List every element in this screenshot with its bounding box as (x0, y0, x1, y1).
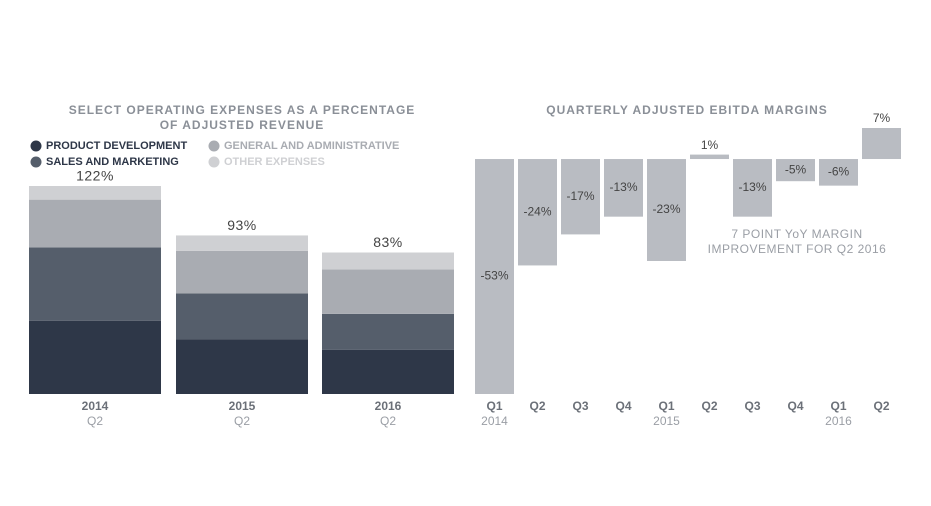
bar (819, 159, 858, 186)
x-tick-sublabel: 2015 (653, 414, 680, 428)
total-label: 122% (76, 168, 114, 184)
bar-segment (176, 250, 308, 294)
bar (475, 159, 514, 394)
bar (690, 154, 729, 160)
bar (647, 159, 686, 261)
bar-segment (322, 252, 454, 270)
value-label: -17% (566, 189, 594, 203)
x-tick-label: Q1 (658, 399, 674, 413)
bar (733, 159, 772, 217)
value-label: 7% (873, 111, 891, 125)
chart-title: QUARTERLY ADJUSTED EBITDA MARGINS (546, 103, 827, 117)
x-tick-sublabel: Q2 (234, 414, 250, 428)
annotation: IMPROVEMENT FOR Q2 2016 (708, 242, 887, 256)
x-tick-sublabel: Q2 (87, 414, 103, 428)
x-tick-sublabel: Q2 (380, 414, 396, 428)
legend-swatch (208, 140, 220, 152)
legend-label: PRODUCT DEVELOPMENT (46, 140, 187, 152)
x-tick-sublabel: 2016 (825, 414, 852, 428)
x-tick-label: Q2 (873, 399, 889, 413)
value-label: -13% (609, 180, 637, 194)
x-tick-label: Q2 (701, 399, 717, 413)
bar-segment (29, 247, 161, 321)
bar-segment (176, 293, 308, 340)
x-tick-label: Q3 (572, 399, 588, 413)
legend-label: SALES AND MARKETING (46, 156, 179, 168)
value-label: 1% (701, 138, 719, 152)
bar (518, 159, 557, 266)
bar-segment (322, 349, 454, 394)
bar (561, 159, 600, 235)
legend-swatch (208, 156, 220, 168)
x-tick-label: Q1 (486, 399, 502, 413)
x-tick-label: Q2 (529, 399, 545, 413)
annotation: 7 POINT YoY MARGIN (731, 227, 862, 241)
total-label: 93% (227, 217, 257, 233)
bar-segment (29, 199, 161, 248)
x-tick-label: 2015 (229, 399, 256, 413)
bar-segment (176, 339, 308, 394)
legend-swatch (30, 156, 42, 168)
legend-swatch (30, 140, 42, 152)
value-label: -23% (652, 202, 680, 216)
value-label: -53% (480, 269, 508, 283)
x-tick-label: 2014 (82, 399, 109, 413)
x-tick-label: Q4 (615, 399, 631, 413)
value-label: -5% (785, 162, 807, 176)
bar (776, 159, 815, 182)
bar-segment (29, 320, 161, 394)
bar-segment (176, 235, 308, 251)
bar-segment (322, 269, 454, 314)
x-tick-label: Q4 (787, 399, 803, 413)
x-tick-label: 2016 (375, 399, 402, 413)
x-tick-label: Q1 (830, 399, 846, 413)
bar (862, 128, 901, 160)
bar (604, 159, 643, 217)
value-label: -13% (738, 180, 766, 194)
total-label: 83% (373, 234, 403, 250)
value-label: -6% (828, 165, 850, 179)
bar-segment (322, 313, 454, 350)
chart-title: OF ADJUSTED REVENUE (160, 118, 325, 132)
value-label: -24% (523, 204, 551, 218)
x-tick-label: Q3 (744, 399, 760, 413)
chart-title: SELECT OPERATING EXPENSES AS A PERCENTAG… (69, 103, 416, 117)
x-tick-sublabel: 2014 (481, 414, 508, 428)
bar-segment (29, 186, 161, 200)
legend-label: GENERAL AND ADMINISTRATIVE (224, 140, 399, 152)
legend-label: OTHER EXPENSES (224, 156, 325, 168)
